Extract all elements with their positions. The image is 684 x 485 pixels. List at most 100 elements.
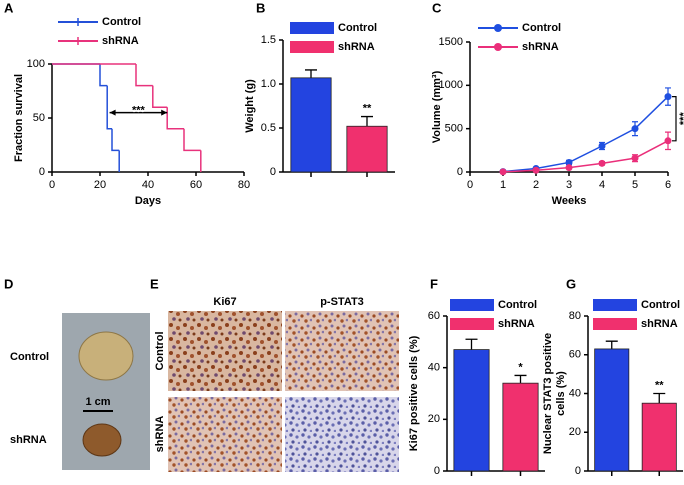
survival-step xyxy=(152,85,168,108)
x-tick-label: 60 xyxy=(190,179,202,191)
panel-label: D xyxy=(4,276,13,291)
series-line xyxy=(502,140,669,173)
bar xyxy=(453,349,490,472)
x-axis-label: Days xyxy=(135,195,161,207)
data-point xyxy=(565,158,573,166)
y-tick-label: 80 xyxy=(569,310,581,322)
legend-label: Control xyxy=(498,299,537,311)
panel-label: C xyxy=(432,0,442,15)
survival-step xyxy=(99,64,108,87)
data-point xyxy=(532,166,540,174)
data-point xyxy=(664,93,672,101)
y-tick-label: 0 xyxy=(457,166,463,178)
series-line xyxy=(502,96,669,173)
legend-swatch xyxy=(593,299,637,311)
group-label: shRNA xyxy=(10,434,47,446)
scale-bar-label: 1 cm xyxy=(85,396,110,408)
y-axis-label: Fraction survival xyxy=(13,74,25,162)
data-point xyxy=(631,154,639,162)
y-tick-label: 1500 xyxy=(439,36,463,48)
legend-label: Control xyxy=(522,22,561,34)
error-bar xyxy=(465,338,478,350)
x-tick-label: 4 xyxy=(599,179,605,191)
legend-marker xyxy=(494,24,502,32)
error-bar xyxy=(361,115,373,127)
tumor xyxy=(82,423,122,457)
y-axis-label: Weight (g) xyxy=(244,79,256,133)
panel-label: A xyxy=(4,0,14,15)
survival-step xyxy=(106,85,112,130)
legend-label: Control xyxy=(641,299,680,311)
x-tick-label: 0 xyxy=(467,179,473,191)
legend-marker xyxy=(494,43,502,51)
annotation: ** xyxy=(363,102,372,114)
bar xyxy=(502,382,539,472)
error-bar xyxy=(605,340,618,349)
bar xyxy=(641,402,677,472)
x-tick-label: 0 xyxy=(49,179,55,191)
error-bar xyxy=(514,374,527,384)
y-tick-label: 100 xyxy=(27,58,45,70)
annotation: * xyxy=(518,361,523,373)
legend-swatch xyxy=(450,318,494,330)
y-tick-label: 0 xyxy=(575,465,581,477)
data-point xyxy=(565,164,573,172)
y-axis-label: Ki67 positive cells (%) xyxy=(408,335,420,451)
survival-step xyxy=(111,128,120,152)
y-tick-label: 50 xyxy=(33,112,45,124)
x-axis-label: Weeks xyxy=(552,195,587,207)
y-tick-label: 60 xyxy=(428,310,440,322)
tumor xyxy=(78,331,134,381)
data-point xyxy=(598,159,606,167)
survival-step xyxy=(135,64,153,87)
group-label: shRNA xyxy=(154,416,166,453)
y-tick-label: 20 xyxy=(428,413,440,425)
x-tick-label: 80 xyxy=(238,179,250,191)
legend-swatch xyxy=(450,299,494,311)
annotation: ** xyxy=(655,379,664,391)
x-tick-label: 40 xyxy=(142,179,154,191)
panel-label: E xyxy=(150,276,159,291)
bar xyxy=(290,77,332,173)
x-tick-label: 20 xyxy=(94,179,106,191)
ihc-image xyxy=(285,311,399,391)
data-point xyxy=(499,168,507,176)
data-point xyxy=(598,142,606,150)
x-tick-label: 1 xyxy=(500,179,506,191)
annotation-arrowhead xyxy=(109,109,168,116)
legend-label: Control xyxy=(338,22,377,34)
x-tick-label: 3 xyxy=(566,179,572,191)
legend-label: shRNA xyxy=(338,41,375,53)
group-label: Control xyxy=(154,331,166,370)
ihc-image xyxy=(168,397,282,472)
y-tick-label: 0 xyxy=(270,166,276,178)
error-bar xyxy=(653,392,666,404)
x-tick-label: 2 xyxy=(533,179,539,191)
y-axis-label: Nuclear STAT3 positive xyxy=(542,333,554,454)
ihc-image xyxy=(285,397,399,472)
bar xyxy=(594,348,630,472)
y-tick-label: 1000 xyxy=(439,79,463,91)
y-tick-label: 40 xyxy=(569,387,581,399)
legend-label: Control xyxy=(102,16,141,28)
survival-step xyxy=(183,128,201,152)
panel-label: F xyxy=(430,276,438,291)
y-axis-label: Volume (mm³) xyxy=(431,70,443,143)
annotation: *** xyxy=(678,112,684,126)
legend-swatch xyxy=(290,41,334,53)
legend-label: shRNA xyxy=(102,35,139,47)
group-label: Control xyxy=(10,351,49,363)
stain-label: p-STAT3 xyxy=(320,296,364,308)
y-axis-label: cells (%) xyxy=(555,371,567,416)
y-tick-label: 0.5 xyxy=(261,122,276,134)
x-tick-label: 5 xyxy=(632,179,638,191)
y-tick-label: 1.5 xyxy=(261,34,276,46)
x-tick-label: 6 xyxy=(665,179,671,191)
annotation-bracket xyxy=(672,96,677,142)
y-tick-label: 20 xyxy=(569,426,581,438)
bar xyxy=(346,125,388,173)
survival-step xyxy=(166,107,184,130)
panel-label: B xyxy=(256,0,265,15)
